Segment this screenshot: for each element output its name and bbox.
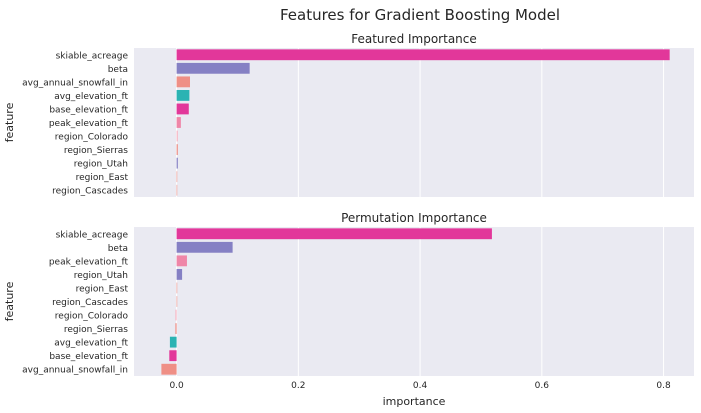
- panel-title: Featured Importance: [351, 32, 477, 46]
- figure-title: Features for Gradient Boosting Model: [280, 6, 560, 24]
- category-label: skiable_acreage: [56, 51, 129, 61]
- bar: [176, 268, 183, 280]
- category-label: base_elevation_ft: [49, 105, 128, 115]
- bar: [176, 241, 233, 253]
- category-label: region_Cascades: [52, 298, 128, 308]
- category-label: region_East: [76, 173, 129, 183]
- bar: [176, 103, 189, 115]
- bar: [169, 350, 177, 362]
- x-tick-label: 0.4: [413, 381, 428, 391]
- bar: [176, 89, 190, 101]
- category-label: avg_annual_snowfall_in: [22, 366, 128, 376]
- category-label: region_Sierras: [64, 325, 128, 335]
- bar: [176, 171, 178, 183]
- category-label: region_East: [76, 284, 129, 294]
- panel-title: Permutation Importance: [341, 211, 487, 225]
- x-tick-label: 0.8: [656, 381, 671, 391]
- bar: [176, 144, 178, 156]
- bar: [169, 336, 177, 348]
- bar: [176, 255, 187, 267]
- category-label: region_Cascades: [52, 187, 128, 197]
- panel-permutation-importance: Permutation Importance feature skiable_acr…: [3, 211, 694, 408]
- x-tick-label: 0.2: [291, 381, 305, 391]
- category-label: region_Sierras: [64, 146, 128, 156]
- bar: [176, 228, 492, 240]
- bar: [175, 309, 177, 321]
- category-label: beta: [108, 65, 128, 75]
- category-label: peak_elevation_ft: [49, 257, 129, 267]
- panel-featured-importance: Featured Importance feature skiable_acreag…: [3, 32, 694, 197]
- bar: [176, 184, 178, 196]
- x-axis-label: importance: [383, 395, 446, 408]
- category-label: beta: [108, 244, 128, 254]
- bar: [176, 157, 178, 169]
- bar: [176, 282, 178, 294]
- y-axis-label: feature: [3, 281, 16, 321]
- bar: [176, 117, 181, 128]
- x-tick-label: 0.6: [535, 381, 550, 391]
- bar: [176, 76, 190, 88]
- category-label: avg_elevation_ft: [54, 339, 128, 349]
- category-label: region_Utah: [74, 271, 128, 281]
- bar: [176, 49, 670, 61]
- bar: [175, 323, 177, 335]
- category-label: skiable_acreage: [56, 230, 129, 240]
- bar: [176, 62, 250, 74]
- category-label: region_Utah: [74, 160, 128, 170]
- category-label: region_Colorado: [55, 312, 129, 322]
- category-label: region_Colorado: [55, 133, 129, 143]
- category-label: base_elevation_ft: [49, 352, 128, 362]
- bar: [176, 130, 178, 142]
- category-label: avg_elevation_ft: [54, 92, 128, 102]
- bar: [161, 363, 177, 375]
- x-tick-label: 0.0: [169, 381, 184, 391]
- category-label: avg_annual_snowfall_in: [22, 78, 128, 88]
- bar: [176, 296, 178, 307]
- category-label: peak_elevation_ft: [49, 119, 129, 129]
- y-axis-label: feature: [3, 102, 16, 142]
